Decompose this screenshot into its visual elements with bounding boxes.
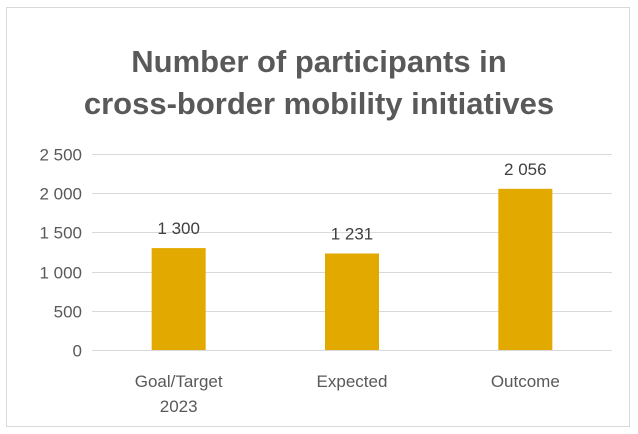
x-category-label: Expected xyxy=(317,372,388,391)
bars xyxy=(151,188,553,350)
data-label: 1 231 xyxy=(331,224,374,243)
y-tick-label: 2 500 xyxy=(39,146,82,165)
x-category-label: Outcome xyxy=(491,372,560,391)
bar xyxy=(498,188,553,350)
y-tick-label: 0 xyxy=(73,342,82,361)
x-category-label: 2023 xyxy=(160,397,198,416)
chart-title-line-1: Number of participants in xyxy=(131,44,506,79)
bar xyxy=(325,253,379,350)
y-axis-ticks: 0 500 1 000 1 500 2 000 2 500 xyxy=(39,146,82,361)
y-tick-label: 1 500 xyxy=(39,224,82,243)
x-axis-categories: Goal/Target 2023 Expected Outcome xyxy=(135,372,560,416)
data-labels: 1 300 1 231 2 056 xyxy=(157,160,546,244)
data-label: 1 300 xyxy=(157,219,200,238)
chart-title: Number of participants in cross-border mo… xyxy=(84,44,554,121)
y-tick-label: 2 000 xyxy=(39,185,82,204)
y-tick-label: 1 000 xyxy=(39,264,82,283)
y-tick-label: 500 xyxy=(54,303,82,322)
x-category-label: Goal/Target xyxy=(135,372,223,391)
bar xyxy=(151,248,206,350)
data-label: 2 056 xyxy=(504,160,547,179)
chart-title-line-2: cross-border mobility initiatives xyxy=(84,86,554,121)
